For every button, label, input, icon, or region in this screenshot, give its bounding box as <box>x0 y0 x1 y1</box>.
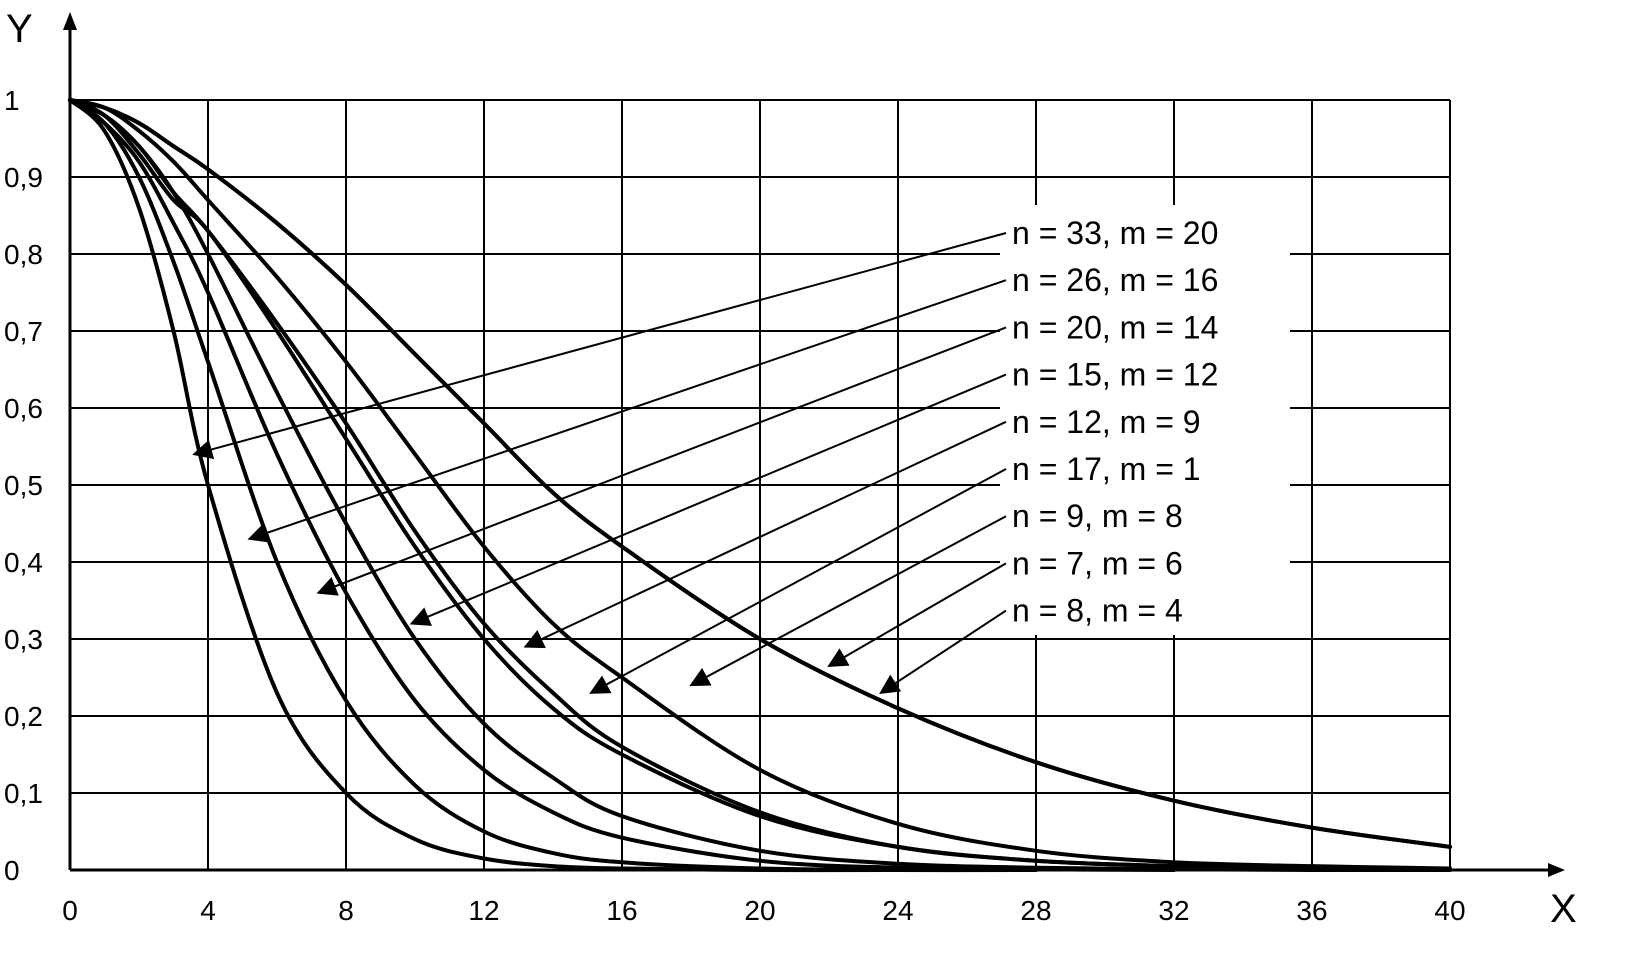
series-line <box>68 98 1452 849</box>
y-axis-arrow-icon <box>63 12 77 30</box>
y-tick-label: 0,2 <box>4 701 43 732</box>
x-tick-label: 36 <box>1296 895 1327 926</box>
y-tick-label: 0,4 <box>4 547 43 578</box>
legend-entry: n = 12, m = 9 <box>1012 404 1201 440</box>
x-tick-label: 20 <box>744 895 775 926</box>
legend-entry: n = 26, m = 16 <box>1012 262 1218 298</box>
legend-leader-arrow <box>827 562 1007 667</box>
series-line <box>68 98 1038 873</box>
legend-entry: n = 8, m = 4 <box>1012 593 1183 629</box>
legend-leader-arrow <box>879 609 1007 694</box>
x-tick-label: 0 <box>62 895 78 926</box>
x-tick-label: 16 <box>606 895 637 926</box>
x-tick-label: 28 <box>1020 895 1051 926</box>
legend-entry: n = 20, m = 14 <box>1012 309 1218 345</box>
legend-leader-arrow <box>589 468 1007 694</box>
legend-leader-arrow <box>192 232 1007 460</box>
y-tick-label: 1 <box>4 85 20 116</box>
tick-labels: 0 4 8 12 16 20 24 28 32 36 40 0 0,1 0,2 0,3 0,4 0,5 0,6 0,… <box>4 85 1466 926</box>
series-line <box>68 98 1176 872</box>
y-tick-label: 0,6 <box>4 393 43 424</box>
legend-leader-arrow <box>523 420 1007 649</box>
x-tick-label: 32 <box>1158 895 1189 926</box>
legend-entry: n = 9, m = 8 <box>1012 498 1183 534</box>
x-tick-label: 4 <box>200 895 216 926</box>
x-axis-label: X <box>1550 887 1577 931</box>
legend-leader-arrow <box>689 515 1007 687</box>
x-tick-label: 40 <box>1434 895 1465 926</box>
legend-entry: n = 33, m = 20 <box>1012 215 1218 251</box>
y-tick-label: 0,7 <box>4 316 43 347</box>
y-tick-label: 0,3 <box>4 624 43 655</box>
x-tick-label: 12 <box>468 895 499 926</box>
y-tick-label: 0,8 <box>4 239 43 270</box>
x-axis-arrow-icon <box>1548 863 1565 877</box>
legend-leader-arrow <box>247 279 1007 543</box>
legend-background <box>1000 205 1290 635</box>
y-axis-label: Y <box>6 7 33 51</box>
axes <box>63 12 1565 877</box>
legend-leader-arrow <box>409 373 1007 626</box>
series-lines <box>68 98 1452 873</box>
series-line <box>68 98 900 873</box>
legend-entry: n = 7, m = 6 <box>1012 545 1183 581</box>
x-tick-label: 24 <box>882 895 913 926</box>
series-line <box>68 98 1452 872</box>
x-tick-label: 8 <box>338 895 354 926</box>
y-tick-label: 0,1 <box>4 778 43 809</box>
legend-leader-arrow <box>316 326 1007 596</box>
y-tick-label: 0 <box>4 855 20 886</box>
legend-entry: n = 17, m = 1 <box>1012 451 1201 487</box>
y-tick-label: 0,5 <box>4 470 43 501</box>
legend-entry: n = 15, m = 12 <box>1012 357 1218 393</box>
legend: n = 33, m = 20 n = 26, m = 16 n = 20, m = … <box>192 205 1290 694</box>
series-line <box>68 98 1452 871</box>
y-tick-label: 0,9 <box>4 162 43 193</box>
